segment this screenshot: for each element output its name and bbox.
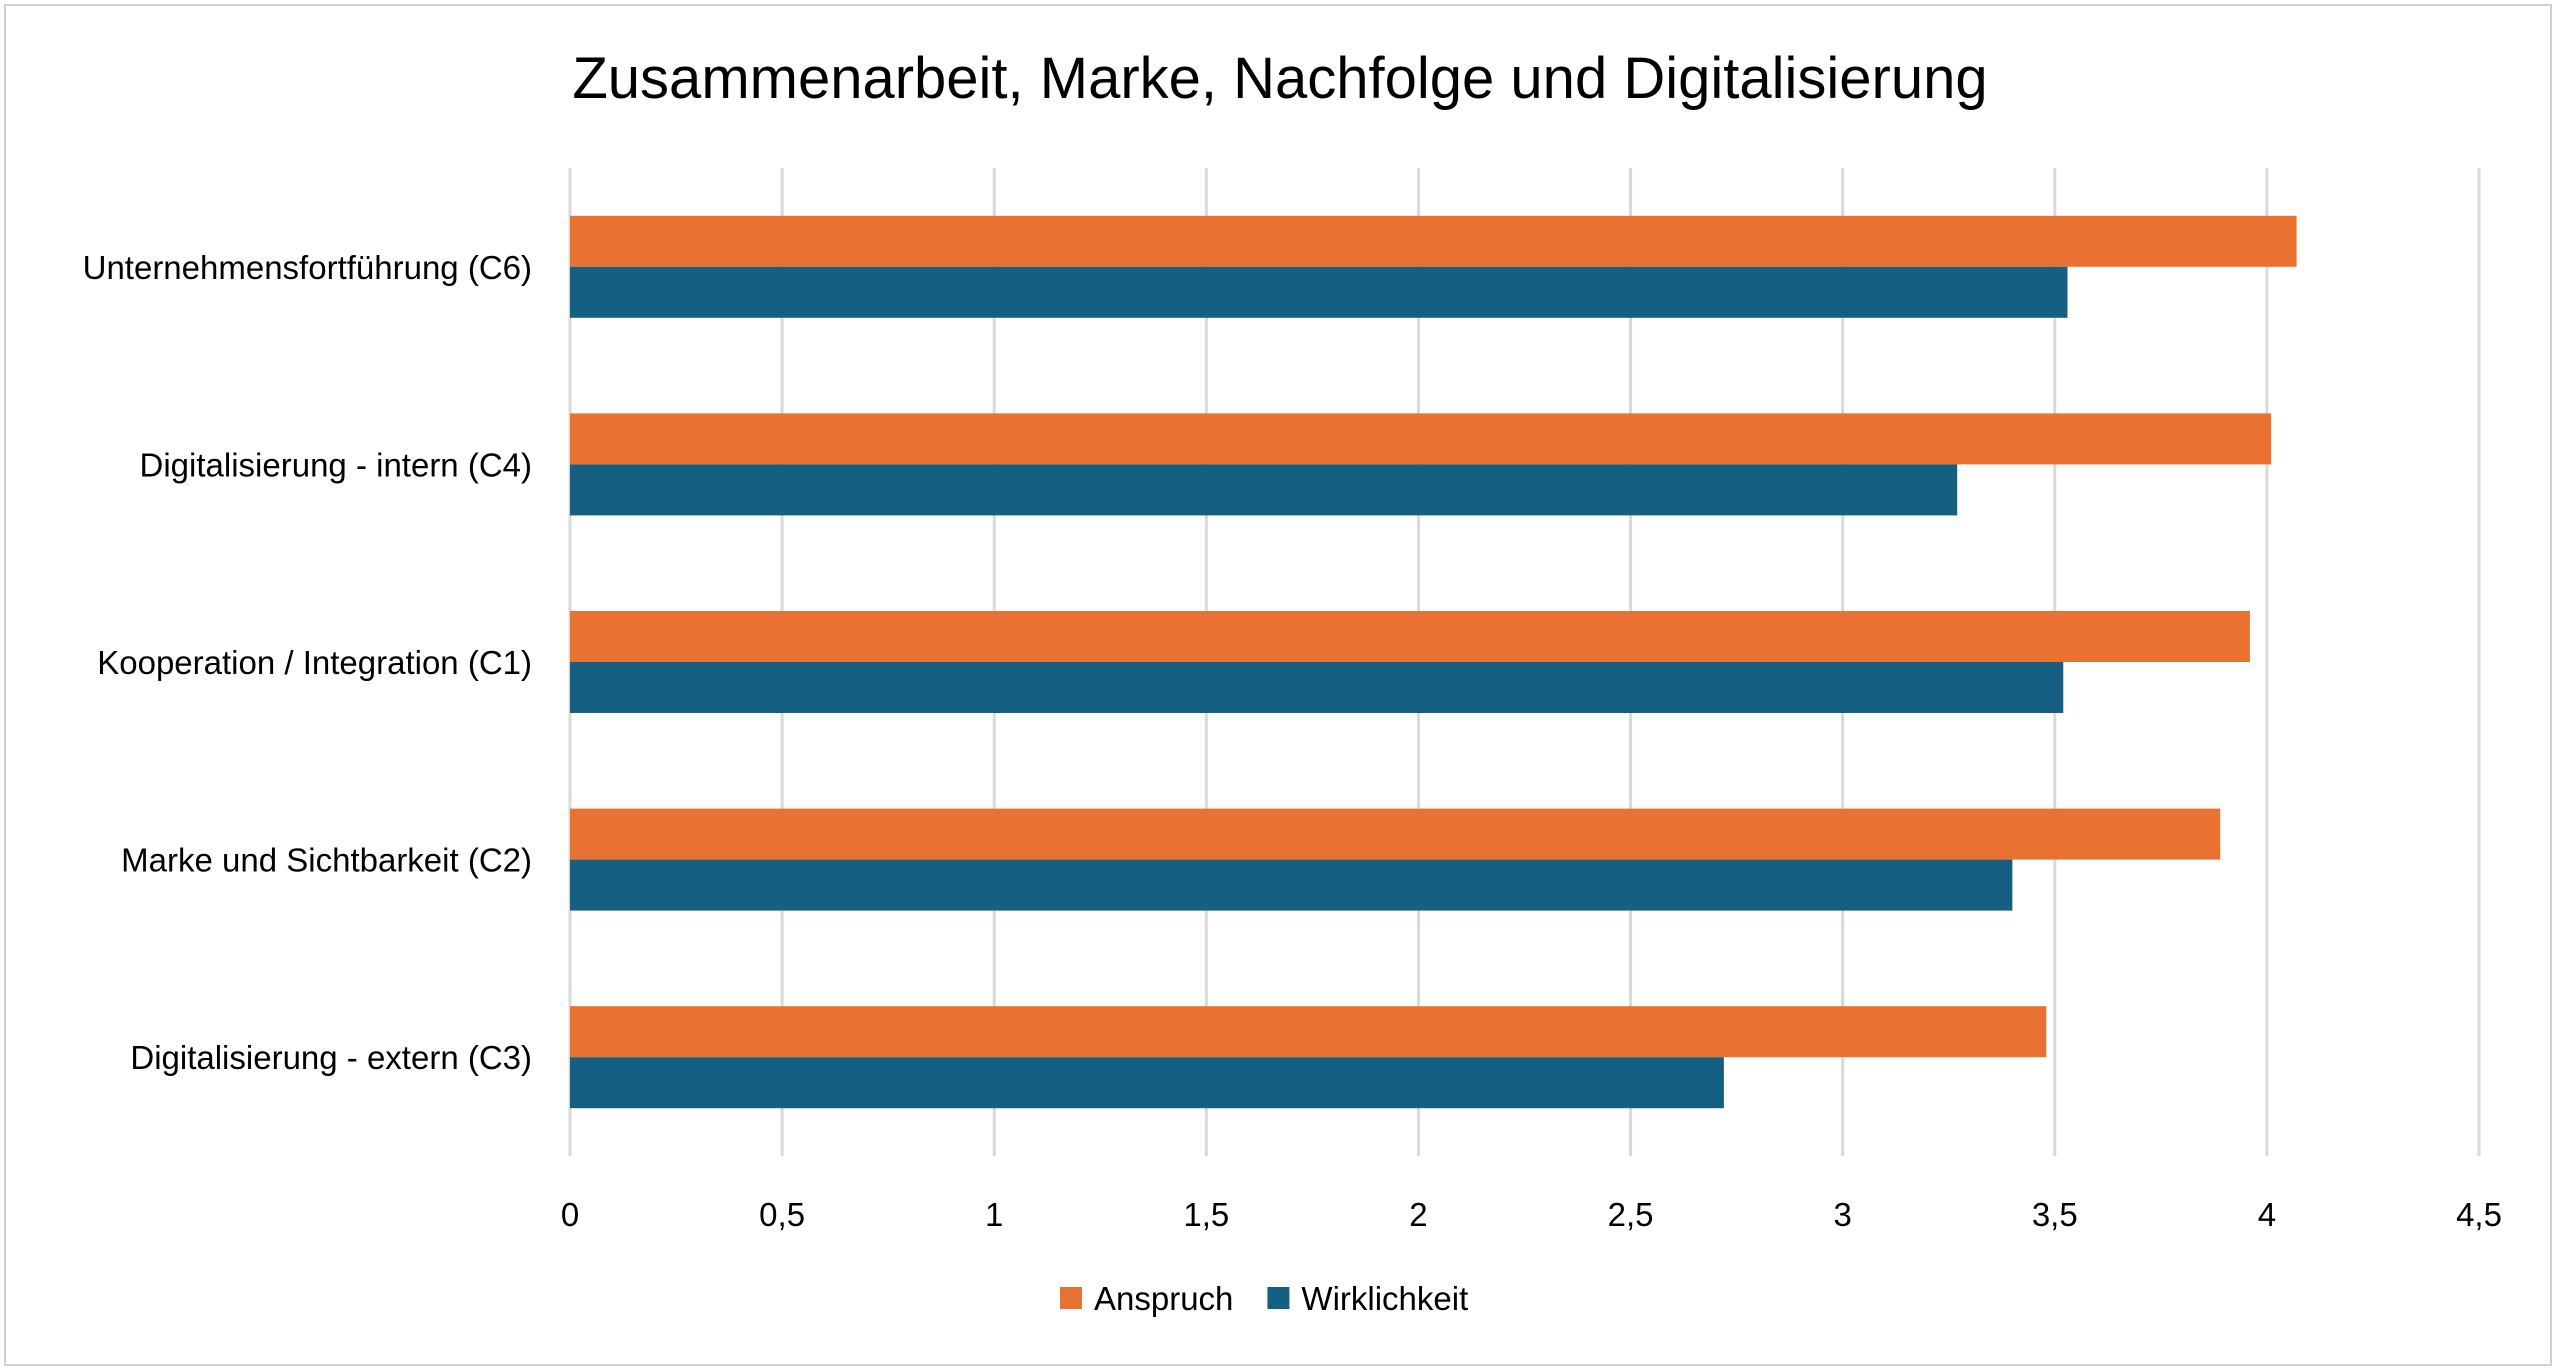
bar-wirklichkeit bbox=[570, 1057, 1724, 1109]
category-label: Kooperation / Integration (C1) bbox=[97, 644, 532, 681]
x-tick-label: 1,5 bbox=[1183, 1196, 1229, 1233]
bar-anspruch bbox=[570, 215, 2297, 267]
chart-border bbox=[4, 4, 2552, 1366]
legend-swatch-wirklichkeit bbox=[1267, 1287, 1290, 1309]
x-tick-label: 3 bbox=[1833, 1196, 1851, 1233]
bar-wirklichkeit bbox=[570, 859, 2013, 911]
x-tick-label: 2 bbox=[1409, 1196, 1427, 1233]
category-label: Marke und Sichtbarkeit (C2) bbox=[121, 842, 532, 879]
bar-wirklichkeit bbox=[570, 662, 2064, 713]
x-tick-label: 1 bbox=[985, 1196, 1003, 1233]
x-tick-label: 2,5 bbox=[1608, 1196, 1654, 1233]
x-tick-label: 3,5 bbox=[2032, 1196, 2078, 1233]
bar-anspruch bbox=[570, 611, 2250, 662]
legend-label-wirklichkeit: Wirklichkeit bbox=[1301, 1280, 1468, 1317]
x-tick-label: 0 bbox=[561, 1196, 579, 1233]
category-label: Digitalisierung - intern (C4) bbox=[140, 446, 532, 483]
category-label: Digitalisierung - extern (C3) bbox=[130, 1039, 532, 1076]
category-label: Unternehmensfortführung (C6) bbox=[83, 249, 532, 286]
legend-swatch-anspruch bbox=[1060, 1287, 1082, 1309]
bar-wirklichkeit bbox=[570, 266, 2068, 318]
x-tick-label: 4,5 bbox=[2456, 1196, 2502, 1233]
x-tick-label: 0,5 bbox=[759, 1196, 805, 1233]
bar-anspruch bbox=[570, 1006, 2047, 1058]
bar-anspruch bbox=[570, 808, 2221, 860]
bar-wirklichkeit bbox=[570, 464, 1958, 516]
x-tick-label: 4 bbox=[2258, 1196, 2276, 1233]
chart-title: Zusammenarbeit, Marke, Nachfolge und Dig… bbox=[572, 46, 1987, 111]
legend-label-anspruch: Anspruch bbox=[1094, 1280, 1233, 1317]
bar-anspruch bbox=[570, 413, 2272, 465]
